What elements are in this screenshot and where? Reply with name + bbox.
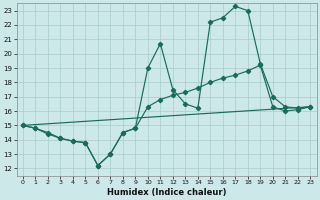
X-axis label: Humidex (Indice chaleur): Humidex (Indice chaleur) <box>107 188 226 197</box>
